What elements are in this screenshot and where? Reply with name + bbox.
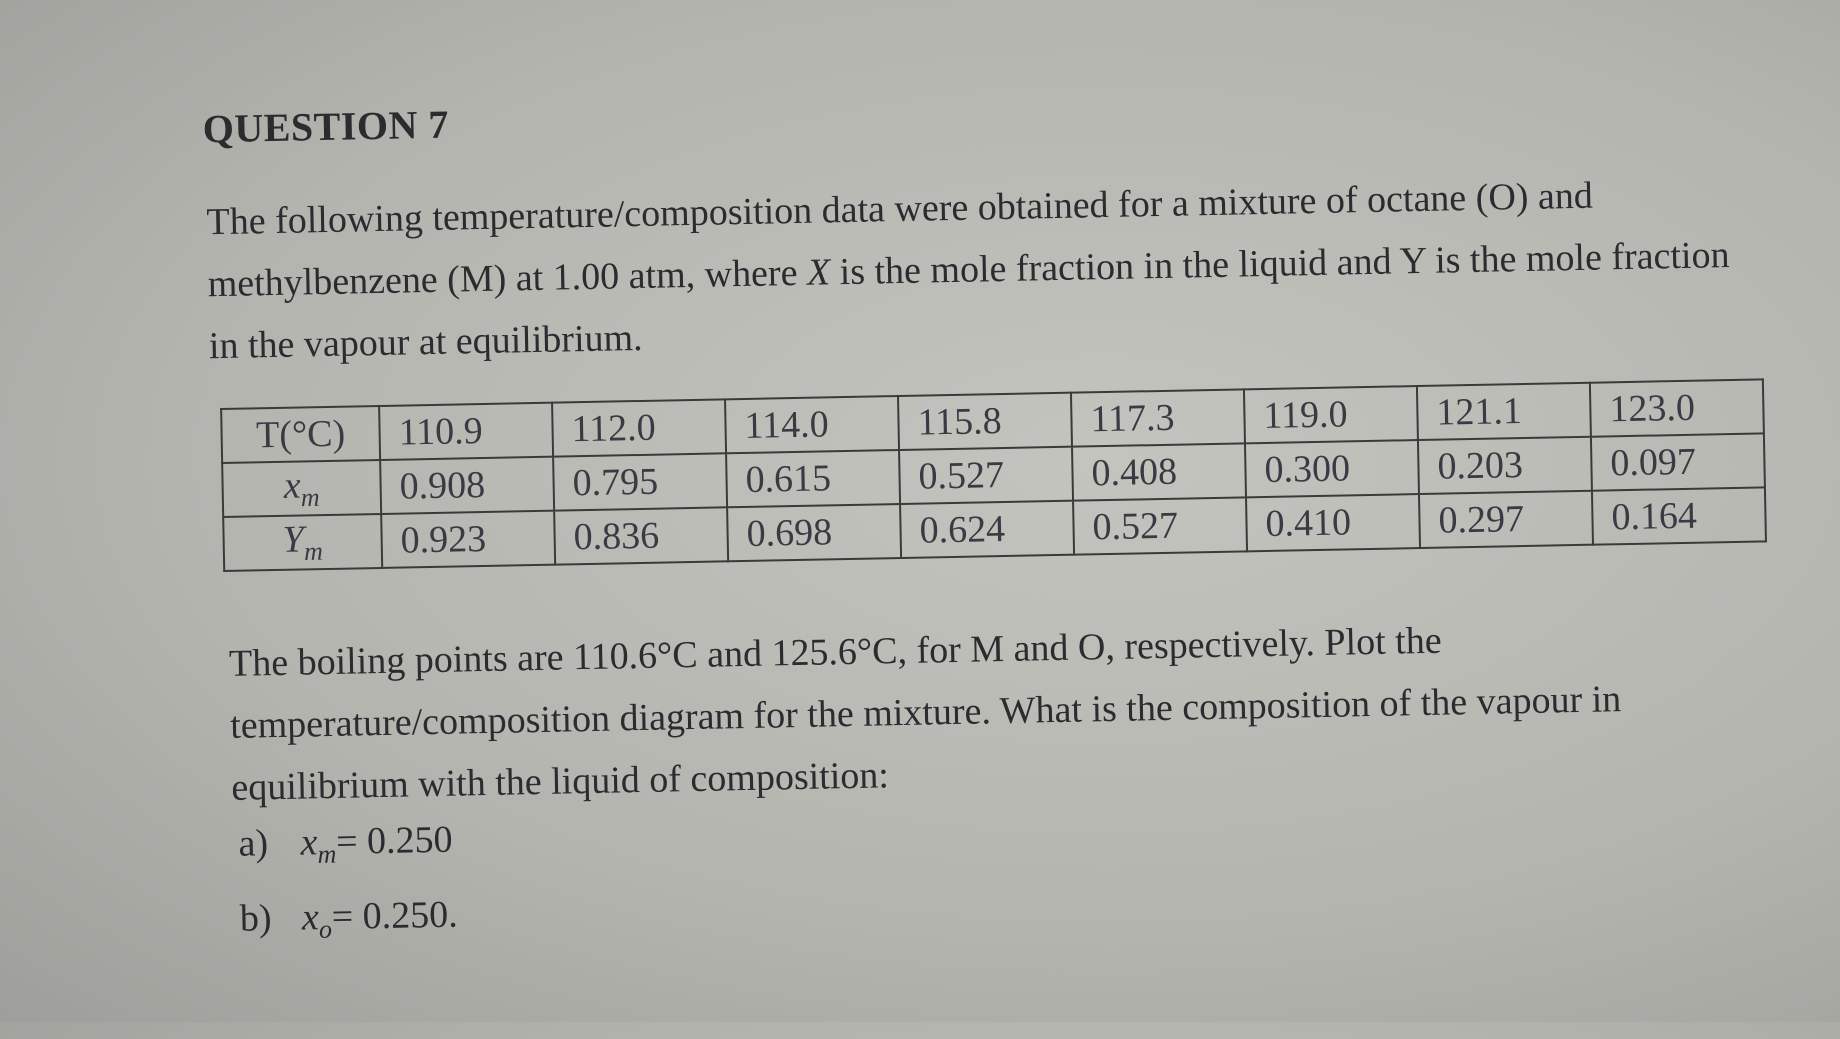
table-cell: 0.908 bbox=[380, 456, 555, 514]
table-cell: 115.8 bbox=[898, 392, 1073, 451]
table-cell: 0.527 bbox=[899, 446, 1074, 504]
part-symbol: x bbox=[300, 821, 318, 864]
table-cell: 0.203 bbox=[1417, 436, 1592, 495]
intro-variable: X bbox=[806, 251, 831, 294]
table-cell: 0.097 bbox=[1590, 433, 1765, 491]
row-header: T(°C) bbox=[221, 405, 381, 464]
table-cell: 0.624 bbox=[900, 500, 1075, 558]
part-subscript: m bbox=[317, 839, 337, 869]
row-header: Ym bbox=[223, 513, 383, 571]
table-cell: 0.836 bbox=[554, 507, 729, 565]
table-cell: 0.164 bbox=[1591, 487, 1766, 545]
question-paragraph: The boiling points are 110.6°C and 125.6… bbox=[228, 619, 1622, 809]
table-cell: 0.410 bbox=[1246, 494, 1421, 552]
table-cell: 123.0 bbox=[1589, 379, 1764, 437]
question-parts: a) xm= 0.250 b) xo= 0.250. bbox=[238, 809, 459, 962]
data-table: T(°C) 110.9 112.0 114.0 115.8 117.3 119.0 121.1… bbox=[220, 378, 1767, 572]
intro-paragraph: The following temperature/composition da… bbox=[206, 162, 1739, 377]
table-cell: 0.923 bbox=[381, 510, 556, 568]
question-part: b) xo= 0.250. bbox=[239, 883, 459, 962]
table-cell: 0.698 bbox=[727, 503, 902, 562]
table-cell: 110.9 bbox=[379, 402, 554, 460]
table-cell: 112.0 bbox=[552, 399, 727, 457]
table-cell: 0.795 bbox=[553, 453, 728, 511]
question-title: QUESTION 7 bbox=[202, 101, 450, 152]
table-cell: 0.300 bbox=[1244, 440, 1419, 498]
table-cell: 117.3 bbox=[1070, 389, 1245, 447]
part-symbol: x bbox=[301, 895, 320, 939]
table-cell: 0.615 bbox=[726, 450, 901, 508]
row-subscript: m bbox=[303, 536, 324, 567]
question-part: a) xm= 0.250 bbox=[238, 809, 457, 888]
part-label: b) bbox=[239, 896, 272, 940]
table-cell: 0.408 bbox=[1072, 443, 1247, 501]
row-symbol: Y bbox=[282, 518, 305, 562]
part-subscript: o bbox=[318, 914, 333, 944]
table-cell: 0.527 bbox=[1073, 497, 1248, 555]
row-subscript: m bbox=[300, 482, 320, 513]
table-cell: 0.297 bbox=[1418, 490, 1593, 549]
row-symbol: T(°C) bbox=[255, 412, 346, 457]
part-value: = 0.250. bbox=[331, 893, 459, 938]
row-header: xm bbox=[222, 459, 382, 517]
part-label: a) bbox=[238, 822, 269, 865]
table-cell: 119.0 bbox=[1243, 386, 1418, 444]
part-value: = 0.250 bbox=[335, 818, 453, 863]
table-cell: 114.0 bbox=[725, 396, 900, 454]
table-cell: 121.1 bbox=[1416, 382, 1591, 441]
row-symbol: x bbox=[283, 464, 302, 508]
